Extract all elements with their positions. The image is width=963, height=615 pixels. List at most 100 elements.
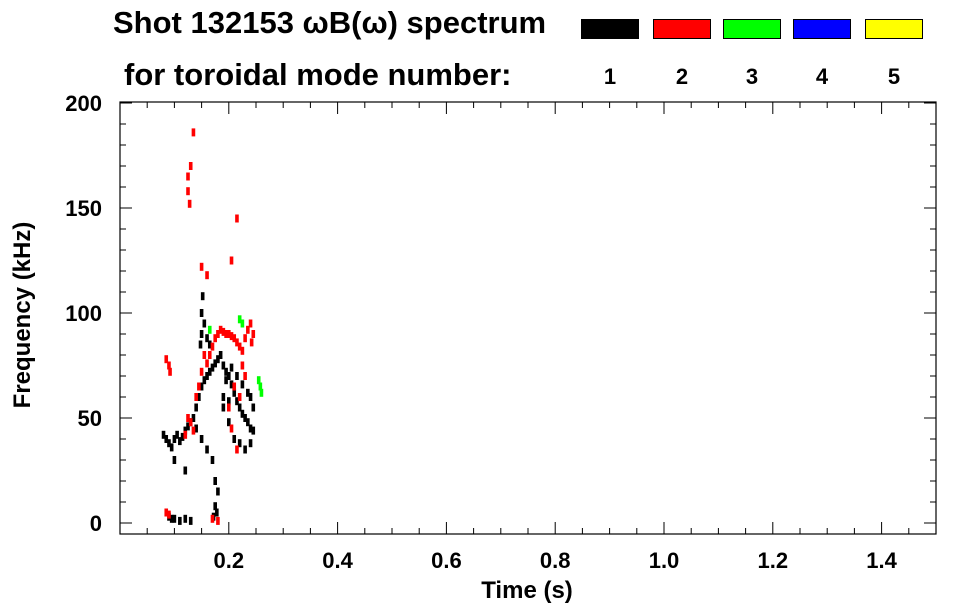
data-point-mode-2: [187, 199, 192, 208]
data-point-mode-2: [199, 367, 204, 376]
data-point-mode-1: [188, 516, 193, 525]
data-point-mode-1: [229, 363, 234, 372]
data-point-mode-2: [210, 514, 215, 523]
data-point-mode-1: [243, 414, 247, 422]
x-tick-label: 0.8: [540, 548, 571, 573]
y-tick-label: 150: [65, 196, 102, 221]
data-point-mode-1: [202, 319, 207, 328]
data-point-mode-2: [221, 327, 226, 336]
plot-frame: [119, 101, 937, 535]
data-point-mode-2: [188, 418, 193, 427]
data-point-mode-2: [248, 319, 253, 328]
data-point-mode-2: [235, 445, 239, 454]
data-point-mode-3: [259, 388, 264, 397]
data-point-mode-2: [188, 162, 193, 170]
data-point-mode-1: [183, 514, 188, 523]
legend-swatch-1: [581, 19, 639, 39]
y-tick-label: 50: [78, 406, 102, 431]
data-point-mode-2: [207, 351, 212, 359]
data-point-mode-1: [227, 397, 231, 406]
y-tick-label: 0: [90, 511, 102, 536]
data-point-mode-1: [210, 363, 215, 372]
data-point-mode-2: [167, 361, 171, 370]
data-point-mode-1: [213, 477, 217, 485]
data-point-mode-1: [183, 466, 188, 475]
x-axis-label: Time (s): [481, 577, 573, 604]
data-point-mode-2: [164, 508, 169, 517]
data-point-mode-2: [167, 510, 171, 519]
data-point-mode-1: [191, 414, 196, 422]
data-point-mode-2: [240, 346, 245, 355]
data-point-mode-2: [216, 516, 220, 525]
data-point-mode-1: [172, 435, 177, 443]
data-point-mode-1: [248, 439, 253, 448]
data-point-mode-1: [200, 292, 205, 301]
data-point-mode-1: [180, 432, 185, 441]
data-point-mode-1: [186, 422, 190, 431]
data-point-mode-1: [237, 403, 242, 412]
data-point-mode-2: [235, 338, 239, 347]
data-point-mode-1: [229, 380, 234, 389]
data-point-mode-1: [224, 376, 228, 385]
data-point-mode-3: [237, 315, 242, 324]
data-point-mode-2: [210, 342, 215, 351]
data-point-mode-1: [232, 388, 237, 397]
data-point-mode-1: [194, 403, 198, 412]
data-point-mode-1: [216, 487, 220, 496]
data-point-mode-1: [194, 424, 198, 433]
data-point-mode-2: [232, 334, 237, 343]
data-point-mode-1: [169, 514, 174, 523]
data-point-mode-2: [186, 187, 190, 196]
data-point-mode-1: [237, 439, 242, 448]
data-point-mode-1: [240, 380, 245, 389]
legend-swatch-5: [865, 19, 923, 39]
data-point-mode-2: [202, 351, 207, 359]
data-point-mode-1: [205, 445, 209, 454]
data-point-mode-1: [232, 435, 237, 443]
data-point-mode-1: [169, 443, 174, 452]
data-point-mode-1: [199, 309, 204, 317]
legend-label-2: 2: [675, 64, 689, 89]
data-point-mode-1: [199, 382, 204, 391]
data-point-mode-2: [249, 338, 254, 347]
legend-label-4: 4: [815, 64, 829, 89]
data-point-mode-1: [235, 372, 239, 380]
data-point-mode-1: [221, 393, 226, 401]
data-point-mode-1: [224, 367, 228, 376]
data-point-mode-1: [178, 516, 182, 525]
data-point-mode-1: [167, 439, 171, 448]
data-point-mode-2: [237, 393, 242, 401]
data-point-mode-1: [248, 393, 253, 401]
data-point-mode-1: [183, 426, 188, 435]
data-point-mode-2: [243, 334, 247, 343]
legend-label-3: 3: [745, 64, 759, 89]
data-point-mode-2: [164, 355, 169, 364]
data-point-mode-2: [229, 424, 234, 433]
x-tick-label: 1.2: [758, 548, 789, 573]
data-point-mode-1: [218, 351, 223, 359]
data-point-mode-1: [213, 502, 217, 511]
data-point-mode-1: [235, 397, 239, 406]
x-tick-label: 0.2: [214, 548, 245, 573]
legend-label-5: 5: [887, 64, 901, 89]
data-point-mode-3: [258, 382, 263, 391]
legend-swatch-3: [723, 19, 781, 39]
chart-title-line1: Shot 132153 ωB(ω) spectrum: [113, 5, 547, 40]
data-point-mode-1: [178, 437, 182, 446]
data-point-mode-2: [240, 361, 245, 370]
x-tick-label: 1.0: [649, 548, 680, 573]
data-point-mode-2: [243, 372, 247, 380]
data-point-mode-1: [175, 430, 179, 439]
data-point-mode-1: [251, 426, 256, 435]
data-point-mode-2: [194, 393, 198, 401]
data-point-mode-1: [227, 418, 231, 427]
data-point-mode-1: [198, 340, 203, 349]
data-point-mode-2: [251, 330, 256, 338]
data-point-mode-2: [227, 330, 231, 338]
data-point-mode-1: [246, 388, 250, 397]
y-tick-label: 200: [65, 91, 102, 116]
data-point-mode-2: [197, 382, 201, 391]
x-tick-label: 1.4: [866, 548, 897, 573]
data-point-mode-2: [168, 367, 172, 376]
data-point-mode-2: [235, 214, 239, 223]
